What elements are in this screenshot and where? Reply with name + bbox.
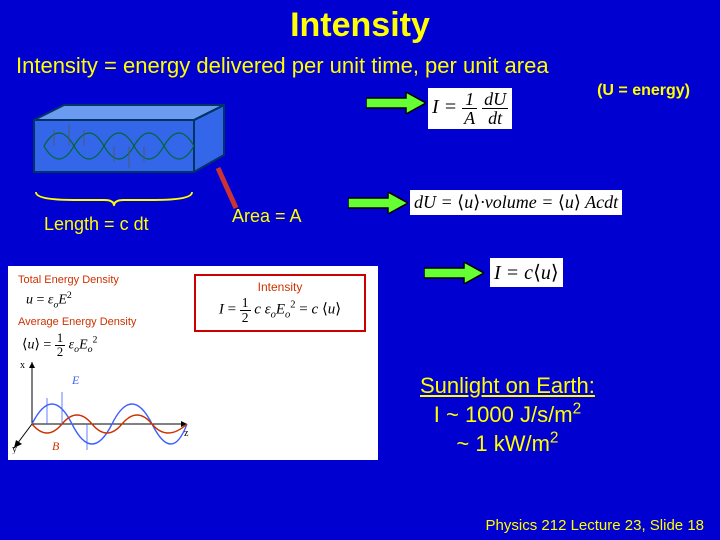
length-label: Length = c dt [44,214,149,235]
arrow-icon [366,92,426,114]
volume-box-diagram [24,100,234,190]
arrow-icon [424,262,484,284]
slide-footer: Physics 212 Lecture 23, Slide 18 [486,517,704,534]
sunlight-line1: I ~ 1000 J/s/m2 [434,402,581,427]
sunlight-example: Sunlight on Earth: I ~ 1000 J/s/m2 ~ 1 k… [420,372,595,457]
svg-text:y: y [12,444,17,454]
page-title: Intensity [0,0,720,45]
area-label: Area = A [232,206,302,227]
brace-icon [34,190,194,208]
formula-intensity-def: I = 1A dUdt [428,88,512,129]
energy-note: (U = energy) [597,82,690,100]
formula-du: dU = ⟨u⟩·volume = ⟨u⟩ Acdt [410,190,622,215]
sunlight-heading: Sunlight on Earth: [420,373,595,398]
svg-text:E: E [71,373,80,387]
definition-text: Intensity = energy delivered per unit ti… [0,45,720,79]
em-wave-diagram: z x y E B [12,354,192,454]
formula-result: I = c⟨u⟩ [490,258,563,287]
avg-energy-density-title: Average Energy Density [18,316,136,328]
total-energy-density-eq: u = εoE2 [26,290,72,310]
sunlight-line2: ~ 1 kW/m2 [456,431,558,456]
intensity-box: Intensity I = 12 c εoEo2 = c ⟨u⟩ [194,274,366,332]
intensity-box-title: Intensity [202,280,358,294]
arrow-icon [348,192,408,214]
svg-text:x: x [20,360,25,371]
svg-text:B: B [52,439,60,453]
intensity-box-eq: I = 12 c εoEo2 = c ⟨u⟩ [202,296,358,324]
area-pointer-icon [210,164,244,212]
energy-density-panel: Total Energy Density u = εoE2 Average En… [8,266,378,460]
total-energy-density-title: Total Energy Density [18,274,119,286]
